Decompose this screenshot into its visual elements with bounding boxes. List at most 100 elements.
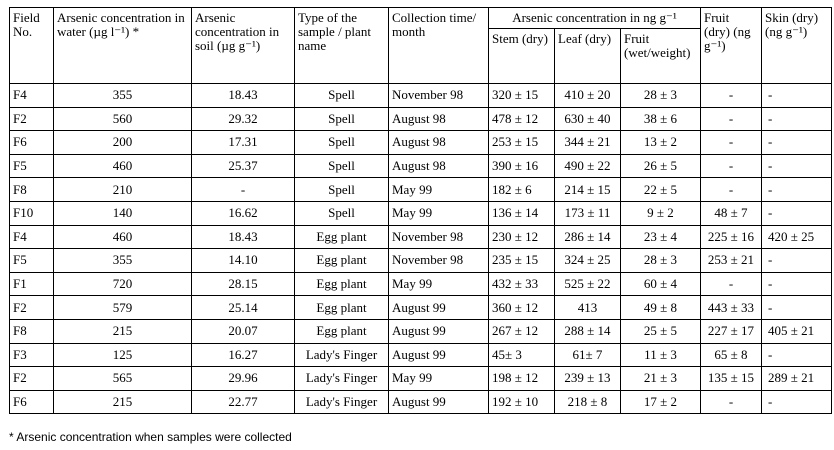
cell-collection-time: August 99 (388, 295, 489, 320)
cell-skin: - (761, 295, 832, 320)
cell-collection-time: August 98 (388, 130, 489, 155)
cell-fruit-dry: - (700, 271, 762, 297)
cell-soil: 16.27 (191, 342, 295, 368)
cell-skin: - (761, 342, 832, 368)
cell-collection-time: November 98 (388, 248, 489, 273)
cell-leaf: 61± 7 (554, 342, 621, 368)
cell-field-no: F8 (9, 318, 54, 344)
cell-collection-time: November 98 (388, 83, 489, 108)
cell-water: 460 (53, 153, 192, 179)
header-sample-type: Type of the sample / plant name (294, 7, 389, 84)
cell-sample-type: Lady's Finger (294, 366, 389, 391)
cell-sample-type: Lady's Finger (294, 389, 389, 415)
cell-skin: - (761, 200, 832, 226)
cell-leaf: 218 ± 8 (554, 389, 621, 415)
cell-sample-type: Spell (294, 130, 389, 155)
cell-water: 200 (53, 130, 192, 155)
cell-collection-time: August 99 (388, 389, 489, 415)
cell-skin: - (761, 130, 832, 155)
cell-sample-type: Egg plant (294, 295, 389, 320)
header-fruit-dry: Fruit (dry) (ng g⁻¹) (700, 7, 762, 84)
cell-fruit-wet: 23 ± 4 (620, 224, 701, 250)
cell-fruit-dry: 443 ± 33 (700, 295, 762, 320)
cell-fruit-dry: 135 ± 15 (700, 366, 762, 391)
cell-collection-time: August 98 (388, 106, 489, 132)
cell-fruit-dry: 253 ± 21 (700, 248, 762, 273)
cell-fruit-dry: - (700, 177, 762, 202)
table-row: F3 125 16.27 Lady's Finger August 99 45± 3 61±… (9, 342, 832, 368)
cell-fruit-wet: 17 ± 2 (620, 389, 701, 415)
cell-soil: 18.43 (191, 83, 295, 108)
cell-sample-type: Spell (294, 83, 389, 108)
cell-field-no: F4 (9, 83, 54, 108)
cell-stem: 182 ± 6 (488, 177, 555, 202)
cell-fruit-wet: 13 ± 2 (620, 130, 701, 155)
cell-fruit-dry: 227 ± 17 (700, 318, 762, 344)
cell-leaf: 286 ± 14 (554, 224, 621, 250)
cell-stem: 432 ± 33 (488, 271, 555, 297)
cell-fruit-wet: 11 ± 3 (620, 342, 701, 368)
cell-skin: - (761, 106, 832, 132)
cell-leaf: 214 ± 15 (554, 177, 621, 202)
cell-water: 210 (53, 177, 192, 202)
cell-field-no: F3 (9, 342, 54, 368)
cell-water: 720 (53, 271, 192, 297)
table-row: F2 579 25.14 Egg plant August 99 360 ± 12 413 4… (9, 295, 832, 320)
cell-fruit-dry: - (700, 130, 762, 155)
cell-fruit-wet: 21 ± 3 (620, 366, 701, 391)
cell-fruit-dry: 48 ± 7 (700, 200, 762, 226)
cell-collection-time: May 99 (388, 366, 489, 391)
cell-water: 579 (53, 295, 192, 320)
table-row: F10 140 16.62 Spell May 99 136 ± 14 173 ± 11 9 … (9, 200, 832, 226)
table-row: F5 355 14.10 Egg plant November 98 235 ± 15 32… (9, 248, 832, 273)
cell-skin: - (761, 389, 832, 415)
cell-leaf: 410 ± 20 (554, 83, 621, 108)
cell-field-no: F8 (9, 177, 54, 202)
cell-stem: 253 ± 15 (488, 130, 555, 155)
cell-water: 355 (53, 248, 192, 273)
cell-water: 460 (53, 224, 192, 250)
cell-fruit-wet: 22 ± 5 (620, 177, 701, 202)
table-row: F4 460 18.43 Egg plant November 98 230 ± 12 28… (9, 224, 832, 250)
cell-leaf: 324 ± 25 (554, 248, 621, 273)
cell-skin: 420 ± 25 (761, 224, 832, 250)
cell-fruit-wet: 26 ± 5 (620, 153, 701, 179)
cell-field-no: F1 (9, 271, 54, 297)
table-row: F5 460 25.37 Spell August 98 390 ± 16 490 ± 22… (9, 153, 832, 179)
table-row: F2 565 29.96 Lady's Finger May 99 198 ± 12 239… (9, 366, 832, 391)
table-row: F2 560 29.32 Spell August 98 478 ± 12 630 ± 40… (9, 106, 832, 132)
header-fruit-wet: Fruit (wet/weight) (620, 28, 701, 84)
footnote: * Arsenic concentration when samples wer… (9, 430, 292, 444)
cell-leaf: 630 ± 40 (554, 106, 621, 132)
cell-fruit-wet: 25 ± 5 (620, 318, 701, 344)
cell-soil: 29.96 (191, 366, 295, 391)
cell-soil: 18.43 (191, 224, 295, 250)
cell-fruit-dry: 65 ± 8 (700, 342, 762, 368)
cell-sample-type: Spell (294, 200, 389, 226)
cell-water: 560 (53, 106, 192, 132)
cell-soil: 14.10 (191, 248, 295, 273)
cell-field-no: F6 (9, 389, 54, 415)
cell-field-no: F2 (9, 366, 54, 391)
cell-fruit-dry: 225 ± 16 (700, 224, 762, 250)
cell-soil: 17.31 (191, 130, 295, 155)
cell-collection-time: May 99 (388, 271, 489, 297)
cell-collection-time: May 99 (388, 177, 489, 202)
cell-fruit-wet: 60 ± 4 (620, 271, 701, 297)
table-row: F8 215 20.07 Egg plant August 99 267 ± 12 288 … (9, 318, 832, 344)
cell-skin: - (761, 271, 832, 297)
cell-leaf: 525 ± 22 (554, 271, 621, 297)
header-soil-concentration: Arsenic concentration in soil (µg g⁻¹) (191, 7, 295, 84)
cell-fruit-wet: 28 ± 3 (620, 248, 701, 273)
cell-skin: - (761, 177, 832, 202)
cell-soil: 25.37 (191, 153, 295, 179)
cell-sample-type: Spell (294, 177, 389, 202)
cell-sample-type: Lady's Finger (294, 342, 389, 368)
table-row: F6 200 17.31 Spell August 98 253 ± 15 344 ± 21… (9, 130, 832, 155)
cell-field-no: F4 (9, 224, 54, 250)
cell-field-no: F6 (9, 130, 54, 155)
cell-sample-type: Egg plant (294, 318, 389, 344)
header-plant-concentration-group: Arsenic concentration in ng g⁻¹ (488, 7, 701, 29)
cell-sample-type: Spell (294, 106, 389, 132)
cell-stem: 235 ± 15 (488, 248, 555, 273)
